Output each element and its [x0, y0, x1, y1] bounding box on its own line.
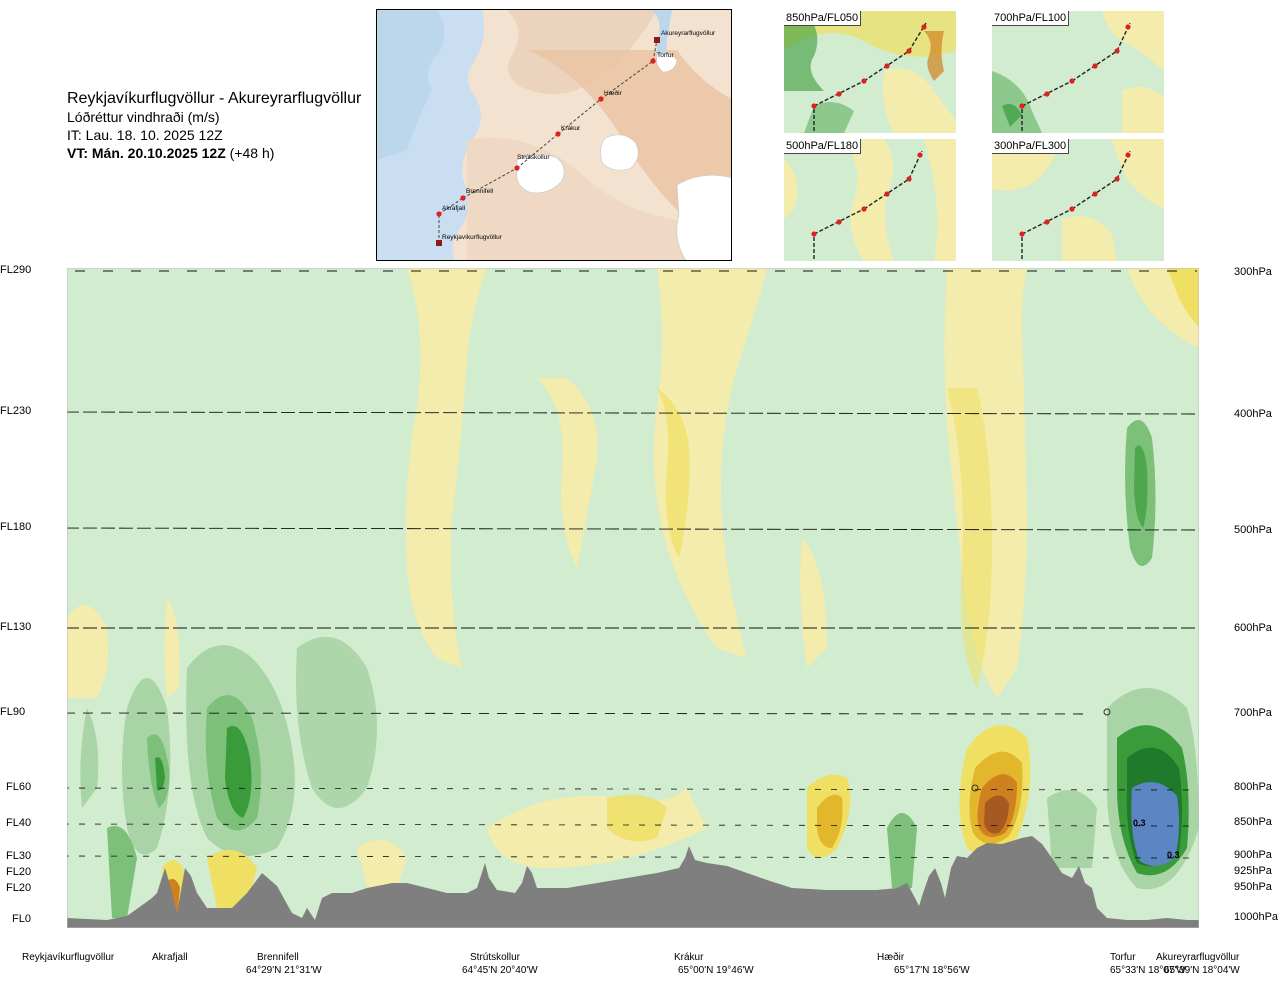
- location-label-akureyri: Akureyrarflugvöllur 65°39'N 18°04'W: [1156, 952, 1240, 976]
- map-label-strutskollur: Strútskollur: [517, 154, 550, 161]
- fl-tick-fl290: FL290: [0, 264, 32, 276]
- strong-updraft-core: [984, 795, 1009, 834]
- mini-map-500-label: 500hPa/FL180: [784, 139, 862, 154]
- max-value-label-2: 0.3: [1167, 850, 1180, 860]
- map-label-akureyri: Akureyrarflugvöllur: [661, 30, 716, 37]
- map-label-haedir: Hæðir: [604, 89, 623, 97]
- valid-time: VT: Mán. 20.10.2025 12Z: [67, 145, 226, 161]
- downdraft-area-1: [122, 678, 171, 855]
- location-label-torfur: Torfur 65°33'N 18°07'W: [1110, 952, 1186, 976]
- terrain-profile: [67, 836, 1199, 928]
- hpa-tick-800: 800hPa: [1234, 781, 1272, 793]
- fl-tick-fl230: FL230: [0, 405, 32, 417]
- wind-barb-row-fl180: [46, 527, 1198, 531]
- hpa-tick-500: 500hPa: [1234, 524, 1272, 536]
- fl-tick-fl0: FL0: [12, 913, 31, 925]
- product-name: Lóðréttur vindhraði (m/s): [67, 109, 220, 125]
- strong-downdraft-core: [1131, 782, 1180, 867]
- mini-map-700: 700hPa/FL100: [992, 11, 1164, 133]
- fl-tick-fl60: FL60: [6, 781, 32, 793]
- location-label-reykjavik: Reykjavíkurflugvöllur: [22, 952, 115, 963]
- map-label-reykjavik: Reykjavíkurflugvöllur: [442, 234, 503, 241]
- hpa-tick-925: 925hPa: [1234, 865, 1272, 877]
- fl-tick-fl20-a: FL20: [6, 866, 32, 878]
- fl-tick-fl90: FL90: [0, 706, 26, 718]
- updraft-band-2: [537, 268, 767, 658]
- calm-circle-marker: [1103, 708, 1111, 716]
- mini-map-700-field: [992, 11, 1164, 133]
- mini-map-500: 500hPa/FL180: [784, 139, 956, 261]
- fl-tick-fl30: FL30: [6, 850, 32, 862]
- mini-map-500-field: [784, 139, 956, 261]
- fl-tick-fl180: FL180: [0, 521, 32, 533]
- hpa-tick-900: 900hPa: [1234, 849, 1272, 861]
- wind-barb-row-fl90: [46, 712, 1088, 715]
- fl-tick-fl20-b: FL20: [6, 882, 32, 894]
- map-label-krakur: Krákur: [561, 125, 581, 132]
- location-label-strutskollur: Strútskollur 64°45'N 20°40'W: [462, 952, 538, 976]
- location-label-krakur: Krákur 65°00'N 19°46'W: [674, 952, 754, 976]
- mini-map-850-field: [784, 11, 956, 133]
- location-label-brennifell: Brennifell 64°29'N 21°31'W: [246, 952, 322, 976]
- hpa-tick-300: 300hPa: [1234, 266, 1272, 278]
- max-value-label-1: 0.3: [1133, 818, 1146, 828]
- hpa-tick-950: 950hPa: [1234, 881, 1272, 893]
- map-label-torfur: Torfur: [657, 52, 674, 59]
- map-label-brennifell: Brennifell: [466, 188, 494, 195]
- updraft-band-1: [337, 268, 487, 668]
- mini-map-300-field: [992, 139, 1164, 261]
- reykjavik-airport-marker: [436, 240, 442, 246]
- hpa-tick-850: 850hPa: [1234, 816, 1272, 828]
- initial-time: IT: Lau. 18. 10. 2025 12Z: [67, 127, 223, 143]
- chart-header: Reykjavíkurflugvöllur - Akureyrarflugvöl…: [67, 90, 361, 162]
- hpa-tick-1000: 1000hPa: [1234, 911, 1279, 923]
- hpa-tick-400: 400hPa: [1234, 408, 1272, 420]
- mini-map-850-label: 850hPa/FL050: [784, 11, 862, 26]
- location-label-haedir: Hæðir 65°17'N 18°56'W: [877, 952, 970, 976]
- wind-barb-row-fl230: [46, 411, 1198, 415]
- cross-section-plot: 0.3 0.3: [46, 267, 1200, 929]
- mini-map-300-label: 300hPa/FL300: [992, 139, 1070, 154]
- akureyri-airport-marker: [654, 37, 660, 43]
- route-title: Reykjavíkurflugvöllur - Akureyrarflugvöl…: [67, 90, 362, 107]
- mini-map-850: 850hPa/FL050: [784, 11, 956, 133]
- hpa-tick-600: 600hPa: [1234, 622, 1272, 634]
- hpa-tick-700: 700hPa: [1234, 707, 1272, 719]
- mini-map-700-label: 700hPa/FL100: [992, 11, 1070, 26]
- map-label-akrafjall: Akrafjall: [442, 205, 466, 212]
- mini-map-300: 300hPa/FL300: [992, 139, 1164, 261]
- forecast-offset: (+48 h): [225, 145, 275, 161]
- route-map: Akureyrarflugvöllur Torfur Hæðir Krákur …: [376, 9, 732, 261]
- fl-tick-fl40: FL40: [6, 817, 32, 829]
- fl-tick-fl130: FL130: [0, 621, 32, 633]
- location-label-akrafjall: Akrafjall: [152, 952, 188, 963]
